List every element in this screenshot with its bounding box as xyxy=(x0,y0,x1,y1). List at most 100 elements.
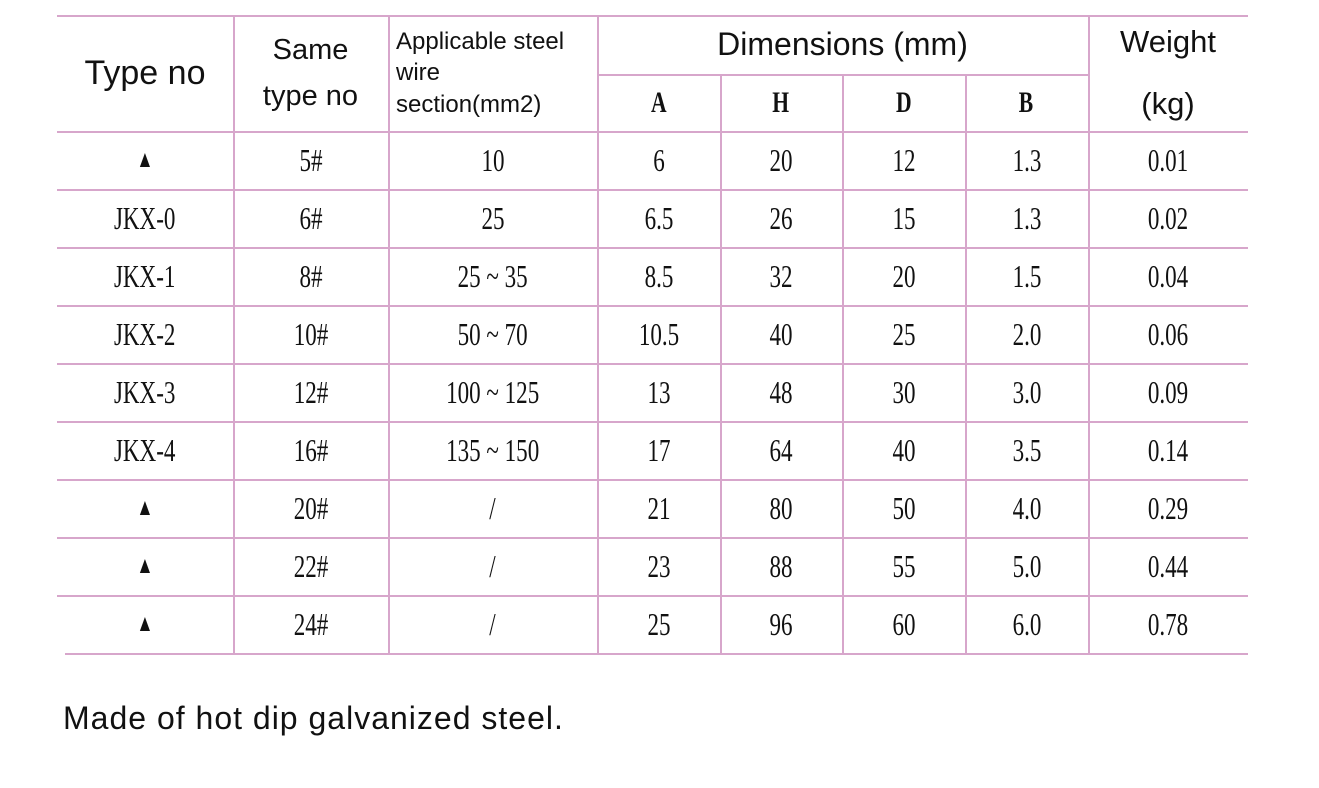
text: 20 xyxy=(891,257,916,294)
table-cell: 13 xyxy=(597,363,720,421)
text: 5.0 xyxy=(1012,547,1041,584)
text: 0.01 xyxy=(1147,141,1189,178)
table-cell: 6.5 xyxy=(597,189,720,247)
table-cell: 40 xyxy=(720,305,842,363)
table-cell: ▲ xyxy=(57,595,233,653)
text: Weight (kg) xyxy=(1120,24,1216,121)
col-line xyxy=(965,74,967,653)
table-cell: 48 xyxy=(720,363,842,421)
table-cell: ▲ xyxy=(57,131,233,189)
col-line xyxy=(842,74,844,653)
table-cell: 1.5 xyxy=(965,247,1088,305)
dim-header: D xyxy=(842,74,965,131)
text: 25 xyxy=(480,199,505,236)
table-cell: 40 xyxy=(842,421,965,479)
row-line xyxy=(57,595,1248,597)
table-cell: ▲ xyxy=(57,479,233,537)
text: JKX-4 xyxy=(114,431,176,468)
table-cell: 1.3 xyxy=(965,131,1088,189)
text: 20 xyxy=(769,141,793,178)
col-line xyxy=(1088,15,1090,653)
table-cell: / xyxy=(388,479,597,537)
text: 2.0 xyxy=(1012,315,1041,352)
text: 55 xyxy=(891,547,916,584)
table-cell: 6 xyxy=(597,131,720,189)
dim-header: A xyxy=(597,74,720,131)
text: 25 xyxy=(891,315,916,352)
text: 16# xyxy=(293,431,328,468)
table-cell: 32 xyxy=(720,247,842,305)
text: JKX-3 xyxy=(114,373,176,410)
table-cell: 25 xyxy=(597,595,720,653)
row-line xyxy=(57,15,1248,17)
text: 0.04 xyxy=(1147,257,1189,294)
text: 4.0 xyxy=(1012,489,1041,526)
text: 20# xyxy=(293,489,328,526)
text: 6# xyxy=(298,199,323,236)
table-cell: 2.0 xyxy=(965,305,1088,363)
table-cell: 30 xyxy=(842,363,965,421)
table-cell: 10 xyxy=(388,131,597,189)
table-cell: 88 xyxy=(720,537,842,595)
table-cell: 10# xyxy=(233,305,388,363)
table-cell: 5.0 xyxy=(965,537,1088,595)
text: 25 xyxy=(646,605,671,642)
table-cell: 0.14 xyxy=(1088,421,1248,479)
table-cell: 1.3 xyxy=(965,189,1088,247)
row-line xyxy=(57,189,1248,191)
text: / xyxy=(489,547,496,584)
text: 135 ~ 150 xyxy=(445,431,540,468)
text: 10# xyxy=(293,315,328,352)
text: 21 xyxy=(646,489,671,526)
table-cell: 12# xyxy=(233,363,388,421)
table-cell: 16# xyxy=(233,421,388,479)
text: 10.5 xyxy=(638,315,679,352)
row-line xyxy=(57,305,1248,307)
text: / xyxy=(489,605,496,642)
text: 8.5 xyxy=(644,257,673,294)
header-cell: Weight (kg) xyxy=(1108,15,1228,131)
row-line xyxy=(57,363,1248,365)
text: 60 xyxy=(891,605,916,642)
table-cell: 0.02 xyxy=(1088,189,1248,247)
text: 1.3 xyxy=(1012,141,1041,178)
text: 26 xyxy=(769,199,793,236)
text: 15 xyxy=(891,199,916,236)
table-cell: 25 xyxy=(842,305,965,363)
text: 3.5 xyxy=(1012,431,1041,468)
text: 0.44 xyxy=(1147,547,1189,584)
text: 32 xyxy=(769,257,793,294)
text: 40 xyxy=(891,431,916,468)
text: 17 xyxy=(646,431,671,468)
text: 0.78 xyxy=(1147,605,1189,642)
text: 64 xyxy=(769,431,793,468)
text: 0.14 xyxy=(1147,431,1189,468)
table-cell: 3.5 xyxy=(965,421,1088,479)
table-cell: 23 xyxy=(597,537,720,595)
row-line xyxy=(57,479,1248,481)
table-cell: 0.06 xyxy=(1088,305,1248,363)
table-cell: 12 xyxy=(842,131,965,189)
text: JKX-1 xyxy=(114,257,176,294)
col-line xyxy=(720,74,722,653)
text: D xyxy=(895,85,912,119)
table-cell: 6.0 xyxy=(965,595,1088,653)
text: Same type no xyxy=(262,33,359,112)
text: 0.29 xyxy=(1147,489,1189,526)
text: 1.5 xyxy=(1012,257,1041,294)
table-cell: JKX-2 xyxy=(57,305,233,363)
text: H xyxy=(772,85,790,119)
table-cell: 55 xyxy=(842,537,965,595)
table-cell: 15 xyxy=(842,189,965,247)
table-cell: 96 xyxy=(720,595,842,653)
table-cell: 22# xyxy=(233,537,388,595)
text: Type no xyxy=(84,53,206,92)
table-cell: 20# xyxy=(233,479,388,537)
text: 6.0 xyxy=(1012,605,1041,642)
text: Applicable steel wire section(mm2) xyxy=(396,28,565,118)
text: 10 xyxy=(480,141,505,178)
col-line xyxy=(597,15,599,653)
table-cell: 50 xyxy=(842,479,965,537)
text: JKX-0 xyxy=(114,199,176,236)
dim-header: H xyxy=(720,74,842,131)
